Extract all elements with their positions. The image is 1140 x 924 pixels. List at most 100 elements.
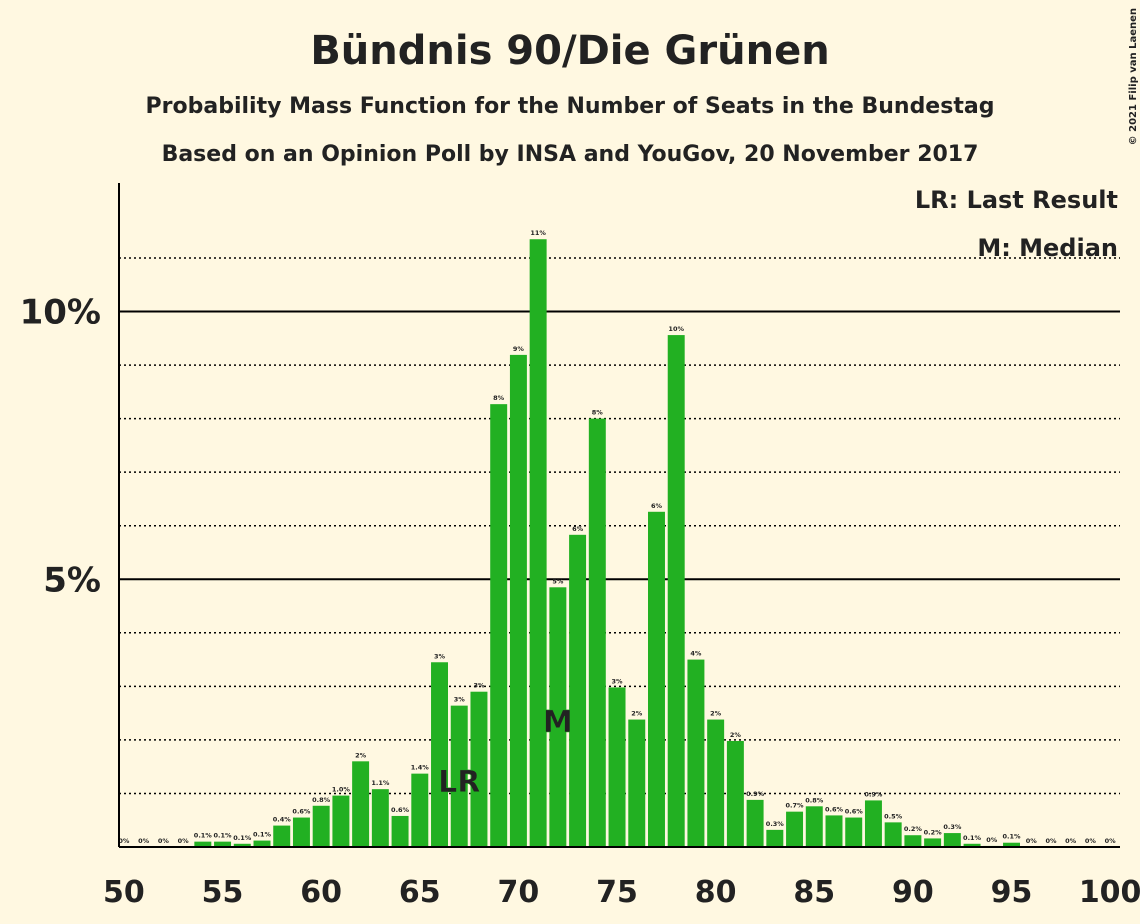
value-label: 0%: [178, 837, 190, 845]
value-label: 0%: [1045, 837, 1057, 845]
bar: [667, 335, 685, 847]
bar: [332, 795, 350, 847]
bar: [904, 835, 922, 847]
value-label: 2%: [730, 731, 742, 739]
x-tick-label: 65: [399, 875, 441, 910]
x-tick-label: 95: [991, 875, 1033, 910]
bar: [608, 687, 626, 847]
value-label: 0.7%: [786, 802, 805, 810]
value-label: 9%: [513, 345, 525, 353]
bar: [391, 815, 409, 847]
y-tick-label: 10%: [20, 293, 101, 333]
bar: [194, 841, 212, 847]
value-label: 1.4%: [411, 764, 430, 772]
x-tick-label: 85: [793, 875, 835, 910]
bar: [529, 239, 547, 847]
value-label: 0%: [138, 837, 150, 845]
value-label: 10%: [668, 325, 684, 333]
bar: [1003, 842, 1020, 847]
chart-title: Bündnis 90/Die Grünen: [310, 28, 829, 74]
value-label: 0.3%: [766, 820, 785, 828]
bar: [845, 817, 863, 847]
bar: [687, 659, 705, 847]
marker-label: LR: [438, 765, 480, 800]
value-label: 2%: [355, 751, 367, 759]
bar: [509, 354, 527, 847]
bar: [825, 815, 843, 847]
bar: [924, 838, 942, 847]
value-label: 0%: [1085, 837, 1097, 845]
value-label: 4%: [690, 650, 702, 658]
value-label: 0.6%: [292, 808, 311, 816]
value-label: 0.9%: [864, 790, 883, 798]
value-label: 0.2%: [904, 825, 923, 833]
x-tick-label: 90: [892, 875, 934, 910]
value-label: 0.6%: [825, 805, 844, 813]
value-label: 0.6%: [391, 806, 410, 814]
bar: [746, 799, 764, 847]
value-label: 2%: [631, 710, 643, 718]
bar: [352, 761, 370, 847]
chart-subtitle: Based on an Opinion Poll by INSA and You…: [162, 142, 979, 167]
bar: [786, 811, 804, 847]
bar: [884, 822, 902, 847]
value-label: 0.8%: [805, 796, 824, 804]
bar: [292, 817, 310, 847]
value-label: 8%: [493, 394, 505, 402]
bar: [253, 840, 271, 847]
bar: [569, 534, 587, 847]
bar: [411, 773, 429, 847]
value-label: 0.4%: [273, 816, 292, 824]
bar: [490, 404, 508, 847]
x-tick-label: 100: [1079, 875, 1140, 910]
bar: [707, 719, 725, 847]
value-label: 0.8%: [312, 796, 331, 804]
value-label: 0.1%: [214, 832, 233, 840]
bar: [431, 662, 448, 847]
value-label: 3%: [473, 682, 485, 690]
value-label: 0%: [1105, 837, 1117, 845]
bar: [470, 691, 488, 847]
bar: [766, 829, 784, 847]
value-label: 0%: [118, 837, 130, 845]
chart-subtitle: Probability Mass Function for the Number…: [146, 94, 995, 119]
value-label: 0.1%: [963, 834, 982, 842]
x-tick-label: 70: [498, 875, 540, 910]
bar: [963, 843, 981, 847]
x-tick-label: 50: [103, 875, 145, 910]
value-label: 0.1%: [233, 834, 252, 842]
marker-label: M: [543, 705, 573, 740]
value-label: 5%: [552, 577, 564, 585]
value-label: 11%: [530, 229, 546, 237]
bar: [214, 841, 232, 847]
value-label: 2%: [710, 710, 722, 718]
bar: [648, 511, 665, 847]
value-label: 0.3%: [943, 823, 962, 831]
bar: [312, 805, 330, 847]
x-tick-label: 55: [202, 875, 244, 910]
legend-note: M: Median: [977, 234, 1118, 262]
bar: [549, 587, 567, 847]
value-label: 0.1%: [194, 832, 213, 840]
bar: [371, 789, 389, 847]
copyright: © 2021 Filip van Laenen: [1128, 8, 1139, 145]
bar: [805, 806, 823, 847]
value-label: 0.9%: [746, 790, 765, 798]
value-label: 3%: [454, 696, 466, 704]
value-label: 1.1%: [371, 779, 390, 787]
value-label: 0%: [158, 837, 170, 845]
bar: [450, 705, 468, 847]
value-label: 6%: [651, 502, 663, 510]
value-label: 0%: [1065, 837, 1077, 845]
y-tick-label: 5%: [43, 560, 101, 600]
value-label: 0.5%: [884, 812, 903, 820]
value-label: 8%: [592, 409, 604, 417]
value-label: 6%: [572, 525, 584, 533]
bar: [726, 740, 744, 847]
value-label: 3%: [434, 652, 446, 660]
x-tick-label: 75: [596, 875, 638, 910]
bar: [864, 800, 882, 847]
value-label: 1.0%: [332, 786, 351, 794]
bar: [273, 825, 291, 847]
